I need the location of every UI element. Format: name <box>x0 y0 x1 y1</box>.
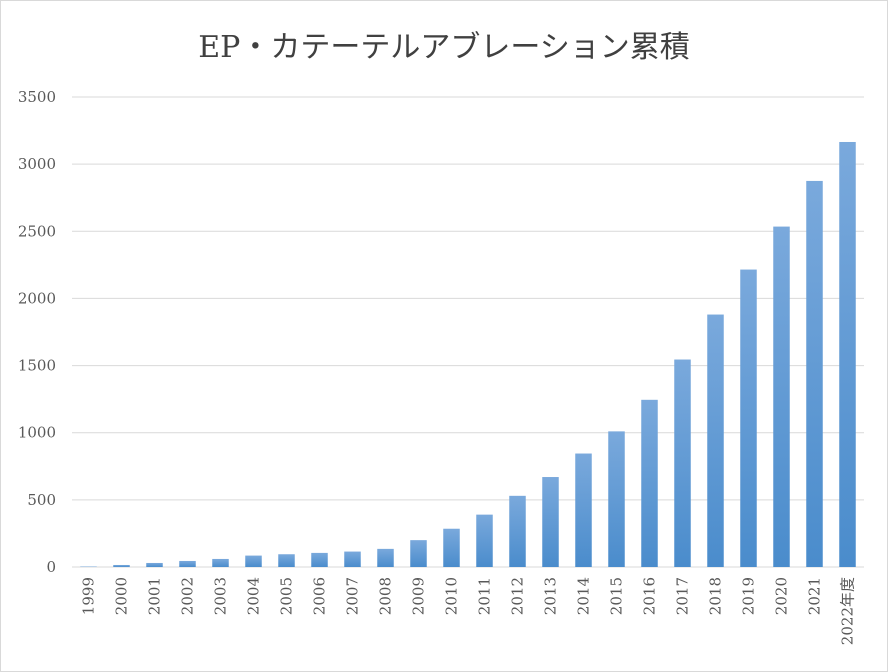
x-tick-label: 2003 <box>212 577 230 615</box>
y-tick-label: 2500 <box>18 222 56 240</box>
y-tick-label: 3000 <box>18 155 56 173</box>
y-tick-label: 1000 <box>18 424 56 442</box>
bar-2019 <box>740 269 757 567</box>
bar-2002 <box>179 560 196 567</box>
chart-title: EP・カテーテルアブレーション累積 <box>198 30 690 65</box>
bar-2016 <box>641 399 658 567</box>
x-tick-label: 2010 <box>443 577 461 615</box>
x-tick-label: 2022年度 <box>839 577 857 645</box>
bar-2017 <box>674 359 691 567</box>
bar-2004 <box>245 555 262 567</box>
bar-2012 <box>509 495 526 567</box>
x-tick-label: 2012 <box>509 577 527 615</box>
bar-2018 <box>707 314 724 567</box>
bar-2022年度 <box>839 141 856 567</box>
bar-2007 <box>344 551 361 567</box>
x-tick-label: 2007 <box>344 577 362 615</box>
bar-2013 <box>542 477 559 567</box>
x-tick-label: 2011 <box>476 577 494 615</box>
x-tick-label: 2006 <box>311 577 329 615</box>
x-tick-label: 2015 <box>608 577 626 615</box>
x-tick-label: 2000 <box>113 577 131 615</box>
bar-2011 <box>476 514 493 567</box>
bar-2009 <box>410 540 427 567</box>
bar-2010 <box>443 528 460 567</box>
x-tick-label: 2014 <box>575 577 593 615</box>
x-tick-label: 2004 <box>245 577 263 615</box>
x-tick-label: 1999 <box>80 577 98 615</box>
bar-2008 <box>377 548 394 567</box>
y-tick-label: 0 <box>46 558 56 576</box>
bar-2015 <box>608 431 625 567</box>
x-tick-label: 2013 <box>542 577 560 615</box>
y-tick-label: 2000 <box>18 289 56 307</box>
bar-2003 <box>212 558 229 567</box>
x-tick-label: 2021 <box>806 577 824 615</box>
bar-2006 <box>311 552 328 567</box>
x-tick-label: 2002 <box>179 577 197 615</box>
x-tick-label: 2016 <box>641 577 659 615</box>
x-tick-label: 2001 <box>146 577 164 615</box>
bar-2021 <box>806 180 823 567</box>
x-tick-label: 2017 <box>674 577 692 615</box>
x-tick-label: 2005 <box>278 577 296 615</box>
x-tick-label: 2018 <box>707 577 725 615</box>
y-tick-label: 1500 <box>18 357 56 375</box>
y-tick-label: 500 <box>27 491 56 509</box>
bar-2000 <box>113 564 130 567</box>
x-tick-label: 2020 <box>773 577 791 615</box>
bar-2014 <box>575 453 592 567</box>
y-tick-label: 3500 <box>18 88 56 106</box>
x-tick-label: 2019 <box>740 577 758 615</box>
bar-2020 <box>773 226 790 568</box>
x-tick-label: 2008 <box>377 577 395 615</box>
bar-2001 <box>146 562 163 567</box>
x-tick-label: 2009 <box>410 577 428 615</box>
bar-2005 <box>278 554 295 567</box>
